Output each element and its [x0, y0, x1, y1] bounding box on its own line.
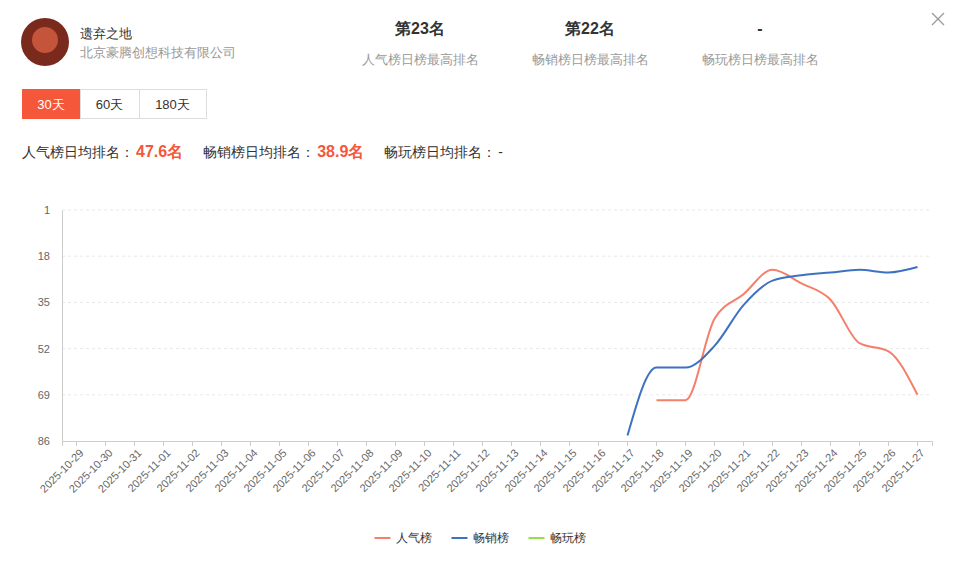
y-tick: 69 — [38, 389, 62, 401]
stat-label: 畅玩榜日榜最高排名 — [702, 52, 819, 67]
x-tick-mark — [627, 441, 628, 446]
legend-item[interactable]: 畅玩榜 — [529, 531, 586, 545]
x-tick-mark — [743, 441, 744, 446]
x-tick-label: 2025-11-27 — [879, 447, 927, 495]
legend-label[interactable]: 畅玩榜 — [550, 531, 586, 545]
x-tick-mark — [424, 441, 425, 446]
average-label: 人气榜日均排名： — [22, 144, 134, 160]
x-tick-mark — [279, 441, 280, 446]
grid-line — [62, 210, 932, 211]
icon-bg — [21, 18, 69, 66]
x-tick-mark — [656, 441, 657, 446]
tab-bg[interactable] — [81, 90, 140, 119]
page: 遗弃之地北京豪腾创想科技有限公司 第23名人气榜日榜最高排名 第22名畅销榜日榜最高… — [0, 0, 960, 576]
legend-swatch[interactable] — [529, 537, 545, 539]
series-line — [628, 267, 918, 435]
x-tick-mark — [540, 441, 541, 446]
x-tick-mark — [308, 441, 309, 446]
x-tick-mark — [569, 441, 570, 446]
tab-label[interactable]: 60天 — [96, 97, 123, 112]
close-stroke[interactable] — [932, 13, 944, 25]
x-tick-mark — [395, 441, 396, 446]
legend-label[interactable]: 畅销榜 — [473, 531, 509, 545]
x-tick-mark — [337, 441, 338, 446]
x-tick-mark — [76, 441, 77, 446]
x-tick-mark — [888, 441, 889, 446]
y-axis: 1 18 35 52 69 86 — [38, 204, 63, 447]
x-tick-mark — [714, 441, 715, 446]
stat-value: 第23名 — [394, 20, 445, 37]
stat-value: - — [757, 20, 762, 37]
tab-bg[interactable] — [140, 90, 207, 119]
stat-label: 人气榜日榜最高排名 — [362, 52, 479, 67]
series-line — [657, 270, 918, 400]
x-tick-mark — [830, 441, 831, 446]
x-tick-mark — [453, 441, 454, 446]
x-tick-mark — [250, 441, 251, 446]
y-tick: 35 — [38, 296, 62, 308]
average-label: 畅销榜日均排名： — [203, 144, 315, 160]
x-tick-mark — [221, 441, 222, 446]
x-tick: 2025-11-27 — [879, 441, 927, 494]
legend-label[interactable]: 人气榜 — [396, 531, 432, 545]
x-tick-mark — [598, 441, 599, 446]
x-tick-mark — [163, 441, 164, 446]
legend-item[interactable]: 畅销榜 — [452, 531, 509, 545]
icon-figure — [32, 27, 58, 53]
close-button[interactable] — [932, 13, 944, 25]
legend-swatch[interactable] — [375, 537, 391, 539]
x-tick-mark — [511, 441, 512, 446]
x-tick-mark — [772, 441, 773, 446]
legend: 人气榜 畅销榜 畅玩榜 — [375, 531, 586, 545]
game-title: 遗弃之地 — [80, 26, 132, 41]
y-tick-label: 1 — [44, 204, 50, 216]
y-tick: 52 — [38, 343, 62, 355]
game-icon — [21, 18, 69, 66]
stat-label: 畅销榜日榜最高排名 — [532, 52, 649, 67]
y-axis-line — [62, 211, 63, 442]
x-tick-mark — [685, 441, 686, 446]
y-tick-label: 69 — [38, 389, 50, 401]
x-axis-line — [63, 442, 933, 447]
x-tick-mark — [859, 441, 860, 446]
x-tick-mark — [105, 441, 106, 446]
legend-item[interactable]: 人气榜 — [375, 531, 432, 545]
tab-bg[interactable] — [23, 90, 81, 119]
grid-line — [62, 302, 932, 303]
x-tick-mark — [482, 441, 483, 446]
average-value: 47.6名 — [136, 143, 183, 160]
tab[interactable]: 60天 — [81, 90, 140, 119]
grid-line — [62, 394, 932, 395]
plot-area — [628, 267, 918, 435]
grid-line — [62, 348, 932, 349]
tab[interactable]: 30天 — [23, 90, 81, 119]
grid — [62, 210, 932, 395]
x-tick-mark — [192, 441, 193, 446]
y-tick-label: 18 — [38, 250, 50, 262]
grid-line — [62, 256, 932, 257]
stat-value: 第22名 — [564, 20, 615, 37]
tab-label[interactable]: 180天 — [155, 97, 190, 112]
company: 北京豪腾创想科技有限公司 — [80, 45, 236, 60]
y-tick-label: 35 — [38, 296, 50, 308]
legend-swatch[interactable] — [452, 537, 468, 539]
average-value: - — [498, 144, 503, 160]
x-tick-mark — [801, 441, 802, 446]
x-tick-mark — [917, 441, 918, 446]
average-value: 38.9名 — [317, 143, 364, 160]
x-tick-mark — [366, 441, 367, 446]
average-label: 畅玩榜日均排名： — [384, 144, 496, 160]
tab[interactable]: 180天 — [140, 90, 207, 119]
y-tick: 1 — [44, 204, 62, 216]
tab-label[interactable]: 30天 — [37, 97, 64, 112]
y-tick: 86 — [38, 435, 62, 447]
x-tick-mark — [134, 441, 135, 446]
close-stroke[interactable] — [932, 13, 944, 25]
y-tick-label: 52 — [38, 343, 50, 355]
y-tick: 18 — [38, 250, 62, 262]
x-axis: 2025-10-292025-10-302025-10-312025-11-01… — [38, 441, 933, 495]
y-tick-label: 86 — [38, 435, 50, 447]
